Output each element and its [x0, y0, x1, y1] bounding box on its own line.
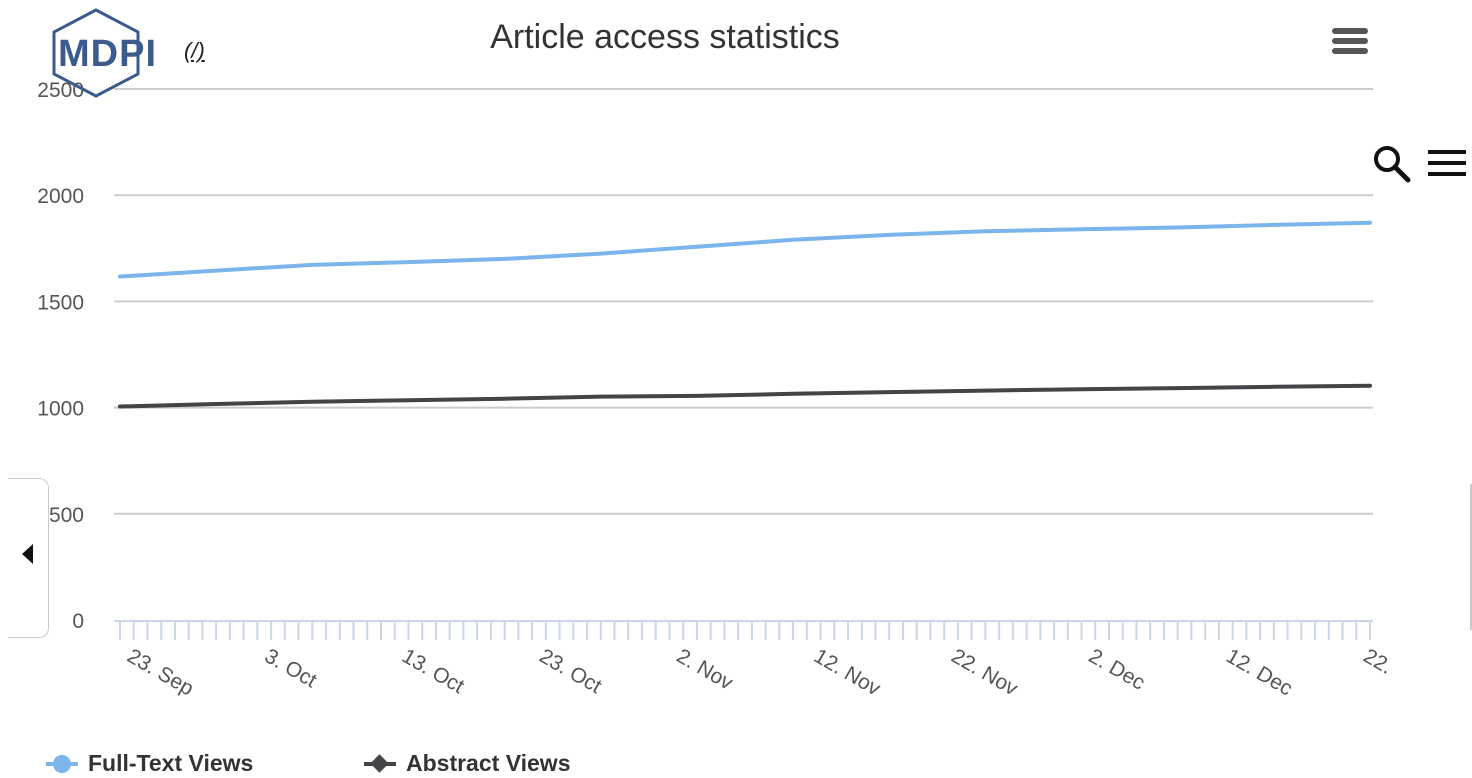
- menu-bar: [1332, 38, 1368, 44]
- side-panel-toggle[interactable]: [8, 478, 49, 638]
- logo-home-link[interactable]: (/): [184, 38, 205, 63]
- grid-lines: [114, 88, 1373, 515]
- x-tick-label: 2. Nov: [673, 644, 737, 695]
- y-tick-label: 1500: [37, 291, 84, 314]
- menu-bar: [1428, 161, 1466, 165]
- hamburger-menu-icon[interactable]: [1428, 150, 1466, 180]
- x-tick-label: 23. Sep: [123, 644, 197, 700]
- x-tick-label: 22.: [1360, 644, 1397, 679]
- legend-label: Abstract Views: [406, 750, 571, 776]
- y-tick-label: 0: [72, 610, 84, 633]
- x-tick-label: 2. Dec: [1085, 644, 1149, 694]
- x-axis-labels: 23. Sep 3. Oct 13. Oct 23. Oct 2. Nov 12. Nov…: [123, 644, 1396, 700]
- mdpi-logo[interactable]: MDPI: [46, 8, 216, 98]
- x-tick-label: 22. Nov: [947, 644, 1022, 700]
- search-icon[interactable]: [1372, 144, 1412, 184]
- x-tick-label: 13. Oct: [398, 644, 468, 698]
- chart-title: Article access statistics: [490, 18, 840, 56]
- legend-item-abstract-views[interactable]: Abstract Views: [364, 750, 570, 777]
- menu-bar: [1428, 172, 1466, 176]
- menu-bar: [1332, 48, 1368, 54]
- y-tick-label: 1000: [37, 398, 84, 421]
- legend-diamond-marker-icon: [364, 753, 396, 774]
- legend-item-full-text-views[interactable]: Full-Text Views: [46, 750, 253, 777]
- series-lines: [118, 220, 1372, 409]
- menu-bar: [1428, 150, 1466, 154]
- chart-context-menu-button[interactable]: [1332, 28, 1368, 58]
- legend-label: Full-Text Views: [88, 750, 254, 776]
- x-tick-label: 12. Nov: [810, 644, 885, 700]
- y-tick-label: 500: [49, 504, 84, 527]
- menu-bar: [1332, 28, 1368, 34]
- legend-circle-marker-icon: [46, 754, 78, 774]
- series-line-full-text-views: [118, 220, 1372, 279]
- right-panel-edge: [1470, 484, 1472, 630]
- series-line-abstract-views: [118, 383, 1372, 409]
- x-tick-label: 3. Oct: [261, 644, 321, 692]
- mdpi-logo-icon: MDPI: [52, 8, 157, 98]
- x-tick-label: 12. Dec: [1222, 644, 1296, 700]
- logo-text: MDPI: [58, 33, 157, 75]
- chart-legend: Full-Text Views Abstract Views: [0, 750, 1472, 778]
- x-tick-label: 23. Oct: [535, 644, 605, 698]
- y-tick-label: 2000: [37, 185, 84, 208]
- caret-left-icon: [22, 544, 33, 564]
- x-axis: [114, 620, 1373, 640]
